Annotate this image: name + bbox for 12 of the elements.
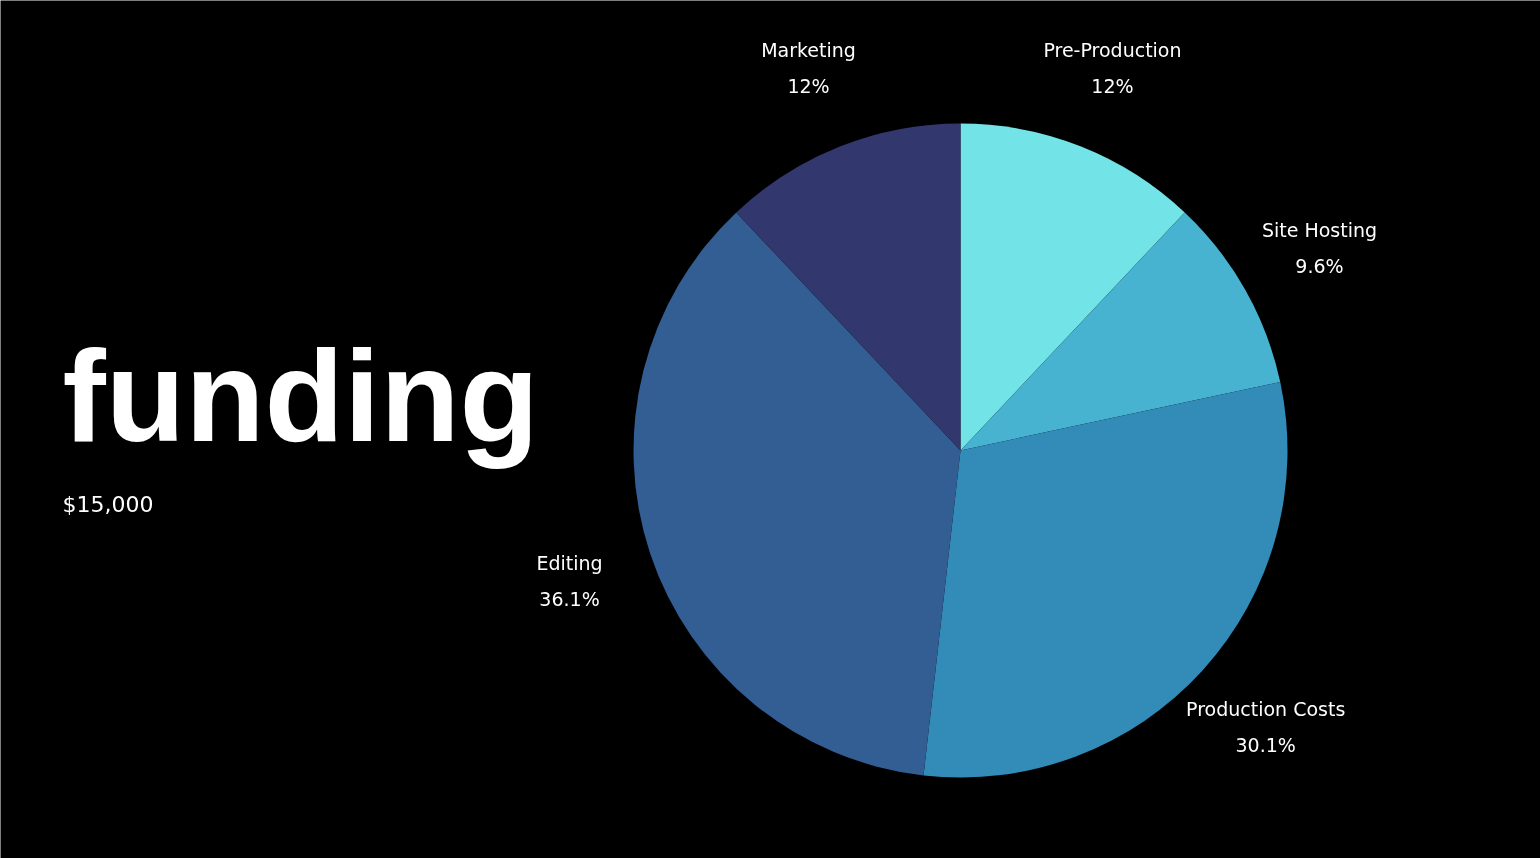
data-label: 12%: [787, 74, 830, 97]
slice-label: Pre-Production: [1043, 38, 1182, 61]
text: funding: [62, 322, 539, 469]
slice-label: Site Hosting: [1261, 219, 1378, 242]
slice-label: Editing: [536, 551, 603, 574]
slice-label: Production Costs: [1186, 698, 1346, 721]
text: $15,000: [62, 492, 154, 517]
data-label: 12%: [1091, 74, 1134, 97]
slice-label: Marketing: [761, 38, 856, 61]
data-label: 36.1%: [539, 587, 600, 610]
data-label: 9.6%: [1295, 255, 1344, 278]
data-label: 30.1%: [1235, 734, 1296, 757]
